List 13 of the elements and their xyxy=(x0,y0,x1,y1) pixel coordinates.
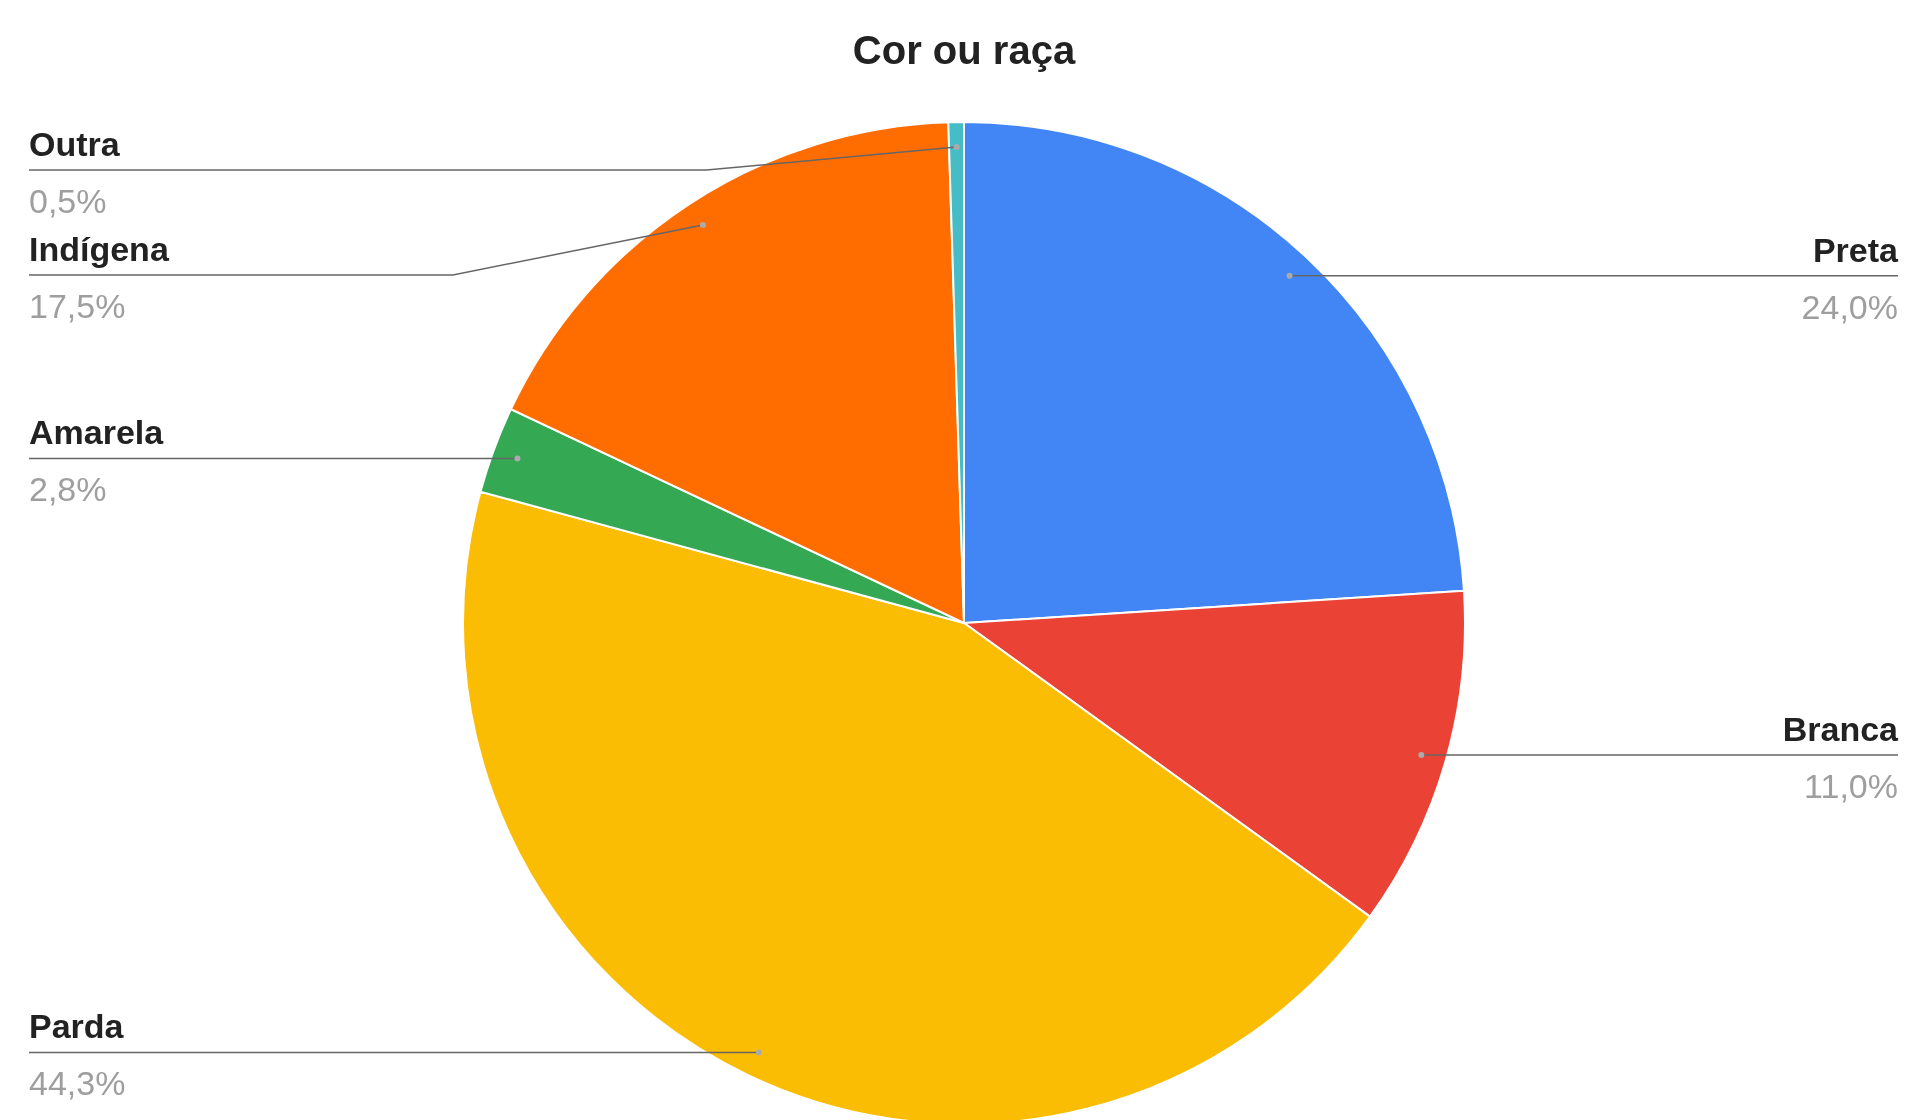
data-label: 24,0% xyxy=(1801,287,1898,326)
data-label: 0,5% xyxy=(29,182,107,220)
data-label: 2,8% xyxy=(29,470,107,509)
slice-label: Indígena xyxy=(29,230,170,268)
data-label: 11,0% xyxy=(1804,766,1898,805)
data-label: 17,5% xyxy=(29,287,126,325)
slice-label: Outra xyxy=(29,125,121,163)
data-label: 44,3% xyxy=(29,1064,126,1103)
chart-title: Cor ou raça xyxy=(852,28,1076,72)
slice-label: Branca xyxy=(1782,709,1900,748)
slice-label: Amarela xyxy=(29,413,165,452)
slice-label: Preta xyxy=(1812,230,1900,269)
slice-label: Parda xyxy=(29,1007,125,1046)
